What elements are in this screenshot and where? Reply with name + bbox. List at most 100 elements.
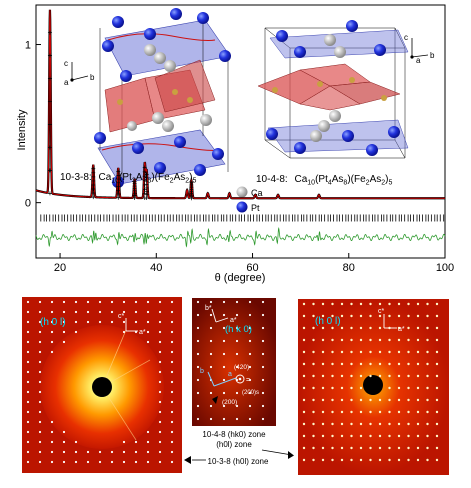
diffraction-spot	[397, 422, 401, 426]
diffraction-spot	[86, 300, 90, 304]
diffraction-spot	[261, 339, 265, 343]
diffraction-spot	[359, 362, 363, 366]
diffraction-spot	[378, 338, 382, 342]
diffraction-spot	[146, 330, 150, 334]
diffraction-spot	[222, 365, 226, 369]
diffraction-spot	[86, 450, 90, 454]
panel-middle-axis-b: b*	[205, 305, 212, 312]
diffraction-spot	[340, 362, 344, 366]
diffraction-spot	[261, 417, 265, 421]
diffraction-spot	[110, 460, 114, 464]
diffraction-spot	[170, 410, 174, 414]
diffraction-spot	[397, 410, 401, 414]
diffraction-spot	[435, 386, 439, 390]
powder-plot: c a b c a b 10-3-8: Ca10(Pt3As8)(Fe2As2)…	[16, 4, 454, 284]
diffraction-spot	[146, 430, 150, 434]
diffraction-spot	[196, 300, 200, 304]
diffraction-spot	[170, 350, 174, 354]
diffraction-spot	[369, 350, 372, 354]
diffraction-spot	[359, 374, 363, 378]
diffraction-spot	[26, 400, 30, 404]
diffraction-spot	[235, 352, 239, 356]
structure-label-10-4-8: 10-4-8: Ca10(Pt4As8)(Fe2As2)5	[256, 174, 393, 187]
diffraction-spot	[50, 330, 54, 334]
diffraction-spot	[122, 460, 126, 464]
observed-point	[142, 178, 147, 183]
diffraction-spot	[248, 352, 252, 356]
diffraction-spot	[209, 326, 213, 330]
diffraction-spot	[359, 314, 363, 318]
diffraction-spot	[312, 386, 315, 390]
panel-right-axis-a: a*	[398, 326, 405, 333]
diffraction-spot	[388, 338, 391, 342]
diffraction-spot	[38, 300, 42, 304]
diffraction-spot	[378, 302, 382, 306]
observed-point	[47, 30, 52, 35]
diffraction-spot	[378, 458, 382, 462]
diffraction-spot	[340, 314, 344, 318]
diffraction-spot	[74, 330, 78, 334]
diffraction-panels: (h 0 l) c* a* (h k 0) b* a* b a (420) = …	[22, 297, 449, 475]
observed-point	[47, 76, 52, 81]
diffraction-spot	[74, 300, 78, 304]
diffraction-spot	[209, 313, 213, 317]
diffraction-spot	[134, 300, 138, 304]
diffraction-spot	[340, 302, 344, 306]
observed-point	[189, 180, 194, 185]
diffraction-spot	[248, 365, 252, 369]
diffraction-spot	[426, 446, 429, 450]
observed-point	[144, 182, 149, 187]
diffraction-spot	[350, 446, 353, 450]
diffraction-spot	[312, 314, 315, 318]
diffraction-spot	[50, 430, 54, 434]
observed-point	[144, 196, 149, 201]
diffraction-spots-right	[302, 302, 439, 462]
diffraction-spot	[222, 391, 226, 395]
diffraction-spot	[426, 422, 429, 426]
diffraction-spots-middle	[196, 300, 265, 421]
diffraction-spot	[340, 398, 344, 402]
diffraction-spot	[62, 460, 66, 464]
diffraction-spot	[158, 380, 162, 384]
diffraction-spot	[261, 378, 265, 382]
diffraction-spot	[435, 314, 439, 318]
diffraction-spot	[312, 398, 315, 402]
diffraction-spot	[397, 326, 401, 330]
observed-point	[142, 169, 147, 174]
diffraction-spot	[235, 313, 239, 317]
diffraction-spot	[369, 446, 372, 450]
diffraction-spot	[321, 326, 325, 330]
diffraction-spot	[158, 400, 162, 404]
diffraction-spot	[50, 420, 54, 424]
observed-point	[116, 188, 121, 193]
diffraction-spot	[50, 300, 54, 304]
diffraction-spot	[170, 440, 174, 444]
diffraction-spot	[388, 350, 391, 354]
diffraction-spot	[340, 326, 344, 330]
diffraction-spot	[110, 450, 114, 454]
diffraction-spot	[235, 365, 239, 369]
diffraction-spot	[158, 370, 162, 374]
diffraction-spot	[416, 458, 420, 462]
diffraction-spot	[302, 446, 306, 450]
diffraction-spot	[378, 362, 382, 366]
spot-200-label: (200)	[222, 399, 237, 406]
diffraction-spot	[158, 410, 162, 414]
diffraction-spot	[62, 300, 66, 304]
diffraction-spot	[321, 458, 325, 462]
diffraction-spot	[38, 410, 42, 414]
diffraction-spot	[321, 338, 325, 342]
diffraction-spot	[235, 339, 239, 343]
diffraction-spot	[50, 440, 54, 444]
diffraction-spot	[302, 374, 306, 378]
diffraction-spot	[407, 386, 410, 390]
diffraction-spot	[302, 434, 306, 438]
diffraction-spot	[26, 410, 30, 414]
diffraction-spot	[407, 422, 410, 426]
diffraction-spot	[416, 386, 420, 390]
diffraction-spot	[321, 362, 325, 366]
diffraction-spot	[426, 386, 429, 390]
diffraction-spot	[397, 302, 401, 306]
observed-point	[116, 192, 121, 197]
